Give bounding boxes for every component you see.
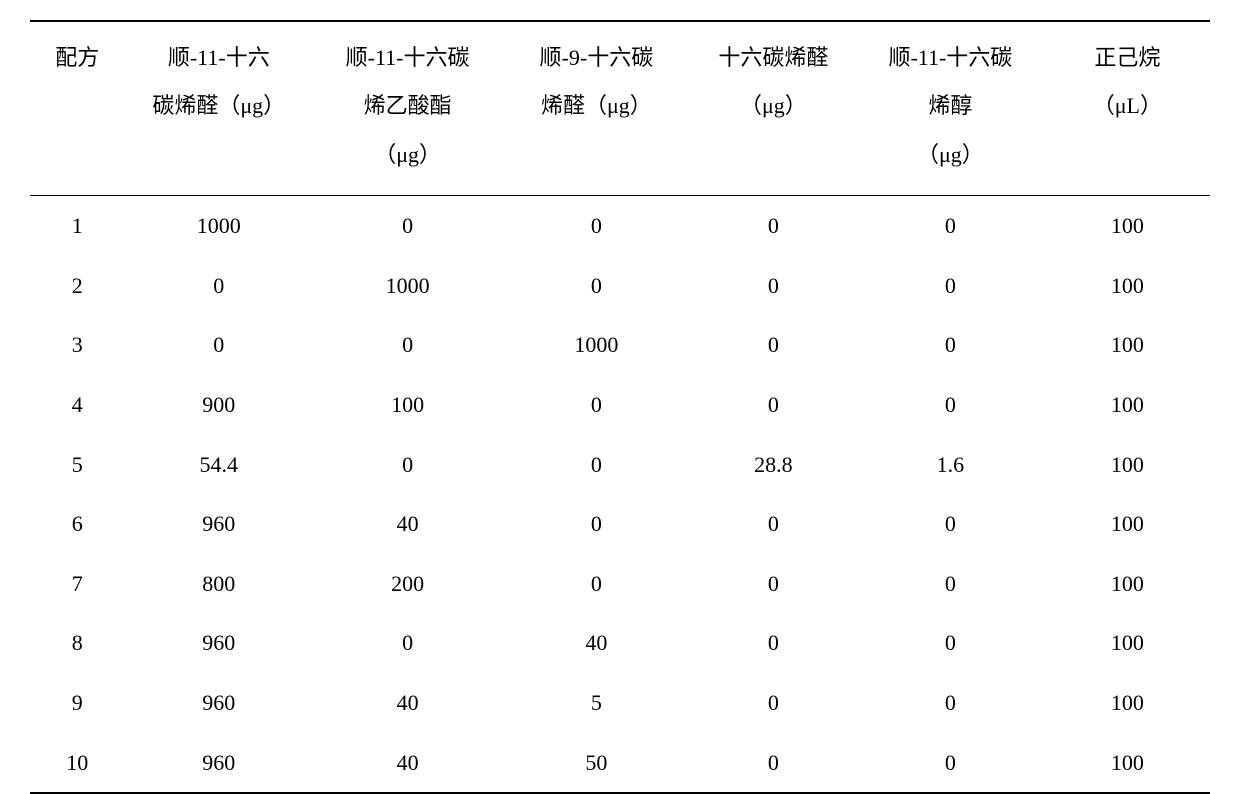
table-cell: 8 xyxy=(30,613,124,673)
table-cell: 0 xyxy=(856,613,1045,673)
column-header: 顺-11-十六碳烯乙酸酯（μg） xyxy=(313,21,502,196)
table-cell: 100 xyxy=(1045,375,1210,435)
table-cell: 0 xyxy=(502,375,691,435)
table-body: 1100000001002010000001003001000001004900… xyxy=(30,196,1210,793)
column-header: 顺-9-十六碳烯醛（μg） xyxy=(502,21,691,196)
table-cell: 0 xyxy=(856,196,1045,256)
table-cell: 1000 xyxy=(502,315,691,375)
table-cell: 0 xyxy=(313,613,502,673)
column-header: 顺-11-十六碳烯醇（μg） xyxy=(856,21,1045,196)
table-cell: 0 xyxy=(691,375,856,435)
table-cell: 5 xyxy=(502,673,691,733)
table-cell: 100 xyxy=(1045,733,1210,794)
table-cell: 960 xyxy=(124,494,313,554)
table-cell: 0 xyxy=(124,315,313,375)
table-cell: 1 xyxy=(30,196,124,256)
table-cell: 40 xyxy=(313,733,502,794)
table-row: 996040500100 xyxy=(30,673,1210,733)
table-cell: 0 xyxy=(691,673,856,733)
table-row: 10960405000100 xyxy=(30,733,1210,794)
table-row: 554.40028.81.6100 xyxy=(30,435,1210,495)
table-cell: 40 xyxy=(313,673,502,733)
table-cell: 0 xyxy=(856,494,1045,554)
table-cell: 1000 xyxy=(313,256,502,316)
table-row: 7800200000100 xyxy=(30,554,1210,614)
table-cell: 0 xyxy=(502,494,691,554)
table-row: 300100000100 xyxy=(30,315,1210,375)
table-cell: 0 xyxy=(124,256,313,316)
table-cell: 10 xyxy=(30,733,124,794)
table-cell: 900 xyxy=(124,375,313,435)
data-table: 配方 顺-11-十六碳烯醛（μg） 顺-11-十六碳烯乙酸酯（μg） 顺-9-十… xyxy=(30,20,1210,794)
table-cell: 5 xyxy=(30,435,124,495)
table-cell: 960 xyxy=(124,673,313,733)
table-cell: 4 xyxy=(30,375,124,435)
table-cell: 0 xyxy=(691,315,856,375)
table-row: 896004000100 xyxy=(30,613,1210,673)
table-cell: 0 xyxy=(856,733,1045,794)
table-cell: 1.6 xyxy=(856,435,1045,495)
table-cell: 0 xyxy=(502,256,691,316)
table-cell: 54.4 xyxy=(124,435,313,495)
table-cell: 100 xyxy=(1045,554,1210,614)
table-cell: 0 xyxy=(691,613,856,673)
table-cell: 0 xyxy=(856,315,1045,375)
table-cell: 200 xyxy=(313,554,502,614)
table-cell: 100 xyxy=(1045,256,1210,316)
table-cell: 40 xyxy=(313,494,502,554)
table-cell: 960 xyxy=(124,733,313,794)
table-cell: 0 xyxy=(691,554,856,614)
table-cell: 3 xyxy=(30,315,124,375)
table-cell: 9 xyxy=(30,673,124,733)
table-cell: 0 xyxy=(313,435,502,495)
column-header: 正己烷（μL） xyxy=(1045,21,1210,196)
table-cell: 0 xyxy=(691,196,856,256)
table-cell: 960 xyxy=(124,613,313,673)
table-cell: 1000 xyxy=(124,196,313,256)
table-cell: 100 xyxy=(1045,613,1210,673)
table-cell: 0 xyxy=(691,256,856,316)
table-header-row: 配方 顺-11-十六碳烯醛（μg） 顺-11-十六碳烯乙酸酯（μg） 顺-9-十… xyxy=(30,21,1210,196)
table-cell: 100 xyxy=(313,375,502,435)
table-cell: 28.8 xyxy=(691,435,856,495)
table-cell: 0 xyxy=(502,196,691,256)
table-cell: 7 xyxy=(30,554,124,614)
table-row: 696040000100 xyxy=(30,494,1210,554)
table-cell: 0 xyxy=(313,315,502,375)
table-cell: 50 xyxy=(502,733,691,794)
table-cell: 0 xyxy=(502,435,691,495)
table-cell: 800 xyxy=(124,554,313,614)
table-row: 201000000100 xyxy=(30,256,1210,316)
table-cell: 40 xyxy=(502,613,691,673)
table-row: 110000000100 xyxy=(30,196,1210,256)
table-cell: 0 xyxy=(691,733,856,794)
table-cell: 0 xyxy=(856,256,1045,316)
column-header: 十六碳烯醛（μg） xyxy=(691,21,856,196)
table-cell: 100 xyxy=(1045,435,1210,495)
column-header: 顺-11-十六碳烯醛（μg） xyxy=(124,21,313,196)
table-cell: 100 xyxy=(1045,494,1210,554)
table-cell: 100 xyxy=(1045,673,1210,733)
table-row: 4900100000100 xyxy=(30,375,1210,435)
table-cell: 100 xyxy=(1045,196,1210,256)
table-cell: 6 xyxy=(30,494,124,554)
table-cell: 0 xyxy=(313,196,502,256)
table-cell: 100 xyxy=(1045,315,1210,375)
table-cell: 0 xyxy=(502,554,691,614)
table-cell: 0 xyxy=(856,554,1045,614)
table-cell: 0 xyxy=(856,375,1045,435)
column-header: 配方 xyxy=(30,21,124,196)
table-cell: 2 xyxy=(30,256,124,316)
table-cell: 0 xyxy=(856,673,1045,733)
table-cell: 0 xyxy=(691,494,856,554)
